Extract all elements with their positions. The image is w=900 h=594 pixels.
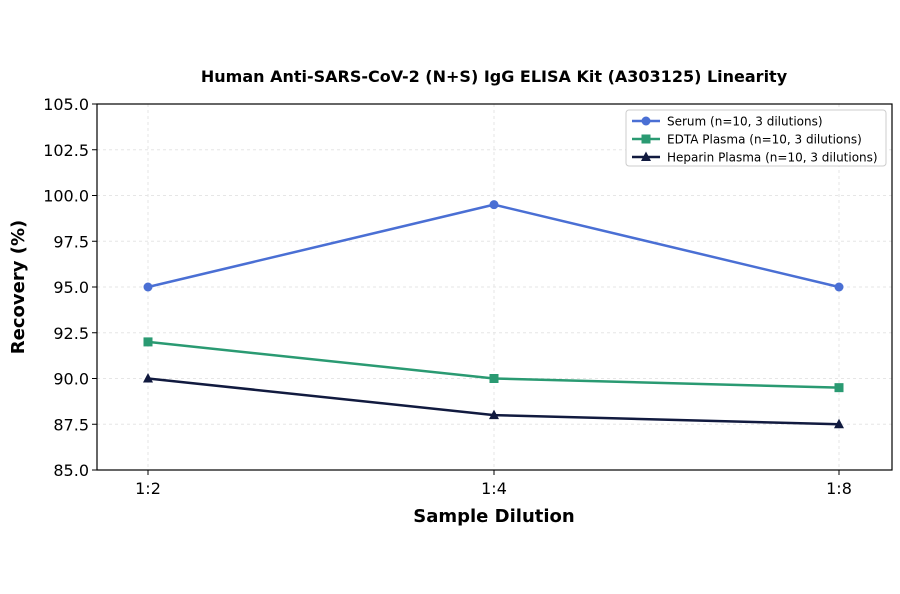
x-axis-ticks: 1:2 1:4 1:8 (135, 470, 852, 498)
legend-entry: Heparin Plasma (n=10, 3 dilutions) (632, 151, 878, 165)
series-2 (143, 337, 844, 393)
x-tick-label: 1:2 (135, 479, 161, 498)
legend-label: Heparin Plasma (n=10, 3 dilutions) (667, 151, 878, 165)
data-point (489, 200, 499, 210)
y-axis-label: Recovery (%) (8, 220, 29, 354)
chart-title: Human Anti-SARS-CoV-2 (N+S) IgG ELISA Ki… (201, 67, 788, 86)
series-1 (143, 200, 844, 292)
x-axis-label: Sample Dilution (413, 506, 574, 527)
legend-entry: Serum (n=10, 3 dilutions) (632, 115, 823, 129)
y-tick-label: 95.0 (53, 278, 89, 297)
y-axis-ticks: 85.0 87.5 90.0 92.5 95.0 97.5 100.0 102.5 105.0 (43, 95, 97, 480)
data-point (834, 418, 844, 429)
y-tick-label: 87.5 (53, 415, 89, 434)
legend-label: EDTA Plasma (n=10, 3 dilutions) (667, 133, 862, 147)
y-tick-label: 85.0 (53, 461, 89, 480)
legend-swatch-marker (641, 134, 651, 144)
y-tick-label: 97.5 (53, 232, 89, 251)
data-point (143, 373, 153, 383)
series-3 (143, 373, 844, 429)
series-layer (143, 200, 844, 429)
data-point (834, 383, 844, 393)
y-tick-label: 102.5 (43, 141, 89, 160)
legend-label: Serum (n=10, 3 dilutions) (667, 115, 823, 129)
x-tick-label: 1:4 (481, 479, 507, 498)
legend-entry: EDTA Plasma (n=10, 3 dilutions) (632, 133, 862, 147)
y-tick-label: 105.0 (43, 95, 89, 114)
data-point (489, 409, 499, 420)
legend-box (625, 109, 887, 167)
y-tick-label: 92.5 (53, 324, 89, 343)
data-point (489, 374, 499, 383)
legend-swatch-marker (641, 116, 651, 126)
legend-swatch-marker (641, 151, 651, 161)
legend: Serum (n=10, 3 dilutions) EDTA Plasma (n=… (625, 109, 887, 167)
data-point (143, 282, 153, 292)
data-point (143, 337, 153, 347)
y-tick-label: 90.0 (53, 370, 89, 389)
data-point (834, 282, 844, 292)
y-tick-label: 100.0 (43, 187, 89, 206)
x-tick-label: 1:8 (826, 479, 852, 498)
